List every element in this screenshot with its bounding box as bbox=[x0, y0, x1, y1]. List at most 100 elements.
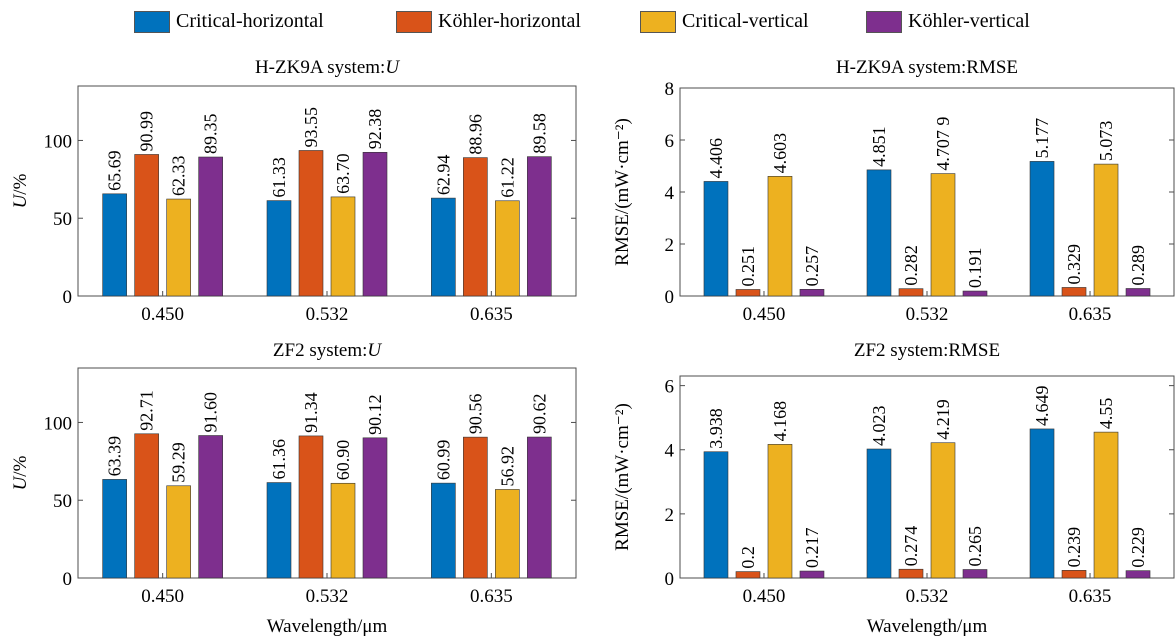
legend-swatch-kohler-vertical bbox=[866, 10, 902, 33]
bar-critical-vertical-0.450 bbox=[166, 198, 191, 297]
legend-label-critical-vertical: Critical-vertical bbox=[682, 10, 809, 32]
x-tick-label: 0.450 bbox=[141, 586, 184, 607]
bar-value-label: 0.229 bbox=[1128, 527, 1148, 568]
bar-k-hler-horizontal-0.450 bbox=[735, 571, 761, 579]
bar-critical-horizontal-0.635 bbox=[1029, 161, 1055, 297]
legend-swatch-kohler-horizontal bbox=[396, 10, 432, 33]
bar-k-hler-horizontal-0.450 bbox=[735, 289, 761, 297]
bar-k-hler-vertical-0.532 bbox=[962, 290, 988, 297]
bar-k-hler-vertical-0.635 bbox=[1125, 570, 1151, 579]
bar-value-label: 0.329 bbox=[1064, 244, 1084, 285]
bar-k-hler-vertical-0.450 bbox=[198, 156, 223, 297]
chart-title-text: ZF2 system:RMSE bbox=[854, 340, 1000, 361]
bar-value-label: 65.69 bbox=[105, 150, 125, 191]
chart-title: ZF2 system:U bbox=[273, 340, 382, 361]
bar-value-label: 3.938 bbox=[706, 408, 726, 449]
bar-value-label: 90.62 bbox=[529, 394, 549, 435]
chart-title-variable: U bbox=[385, 57, 400, 78]
x-tick-label: 0.635 bbox=[470, 586, 513, 607]
legend-label-kohler-horizontal: Köhler-horizontal bbox=[438, 10, 581, 32]
y-tick-label: 2 bbox=[665, 505, 675, 526]
bar-critical-vertical-0.635 bbox=[1093, 163, 1119, 297]
chart-title-text: H-ZK9A system: bbox=[255, 57, 385, 78]
bar-value-label: 90.99 bbox=[137, 111, 157, 152]
x-tick-label: 0.532 bbox=[306, 586, 349, 607]
y-axis-label: RMSE/(mW·cm⁻²) bbox=[612, 403, 633, 551]
bar-value-label: 4.219 bbox=[933, 399, 953, 440]
bar-k-hler-vertical-0.635 bbox=[527, 436, 552, 579]
bar-value-label: 4.168 bbox=[770, 401, 790, 442]
y-axis-label-variable: U bbox=[10, 475, 31, 490]
y-tick-label: 100 bbox=[44, 413, 73, 434]
bar-k-hler-horizontal-0.450 bbox=[134, 154, 159, 297]
bar-critical-vertical-0.635 bbox=[495, 200, 520, 297]
y-tick-label: 0 bbox=[63, 569, 73, 590]
y-axis-label: RMSE/(mW·cm⁻²) bbox=[612, 118, 633, 266]
bar-value-label: 0.265 bbox=[965, 526, 985, 567]
y-tick-label: 100 bbox=[44, 131, 73, 152]
bar-value-label: 89.35 bbox=[201, 114, 221, 155]
bar-value-label: 61.22 bbox=[497, 157, 517, 198]
chart-panel-4: ZF2 system:RMSE RMSE/(mW·cm⁻²) 0 2 4 6 0.450 3.… bbox=[612, 340, 1175, 637]
bar-value-label: 62.33 bbox=[169, 156, 189, 197]
y-tick-label: 8 bbox=[665, 79, 675, 100]
bar-critical-vertical-0.532 bbox=[930, 173, 956, 297]
y-tick-label: 4 bbox=[665, 183, 675, 204]
bar-critical-vertical-0.635 bbox=[1093, 431, 1119, 579]
legend-item-critical-horizontal: Critical-horizontal bbox=[134, 10, 324, 33]
y-tick-label: 0 bbox=[665, 287, 675, 308]
bar-critical-horizontal-0.450 bbox=[703, 181, 729, 297]
y-axis-label-text: RMSE/(mW·cm⁻²) bbox=[612, 403, 633, 551]
bar-critical-vertical-0.635 bbox=[495, 489, 520, 579]
bar-value-label: 92.71 bbox=[137, 390, 157, 431]
bar-critical-vertical-0.532 bbox=[330, 196, 356, 297]
bar-k-hler-vertical-0.532 bbox=[362, 437, 388, 579]
legend-label-kohler-vertical: Köhler-vertical bbox=[908, 10, 1030, 32]
bar-k-hler-horizontal-0.635 bbox=[1061, 570, 1087, 579]
bar-value-label: 5.073 bbox=[1096, 121, 1116, 162]
y-tick-label: 6 bbox=[665, 377, 675, 398]
y-tick-label: 6 bbox=[665, 131, 675, 152]
bar-k-hler-vertical-0.532 bbox=[962, 569, 988, 579]
bar-value-label: 61.36 bbox=[269, 439, 289, 480]
bar-critical-horizontal-0.450 bbox=[102, 193, 127, 297]
y-axis-label-text: /% bbox=[10, 455, 31, 476]
bar-value-label: 4.406 bbox=[706, 138, 726, 179]
bar-value-label: 0.217 bbox=[802, 528, 822, 569]
bar-value-label: 93.55 bbox=[301, 107, 321, 148]
bar-value-label: 60.99 bbox=[433, 440, 453, 481]
bar-k-hler-vertical-0.450 bbox=[799, 289, 825, 297]
bar-value-label: 5.177 bbox=[1032, 118, 1052, 159]
x-tick-label: 0.532 bbox=[306, 304, 349, 325]
bar-k-hler-vertical-0.450 bbox=[198, 435, 223, 579]
bar-value-label: 4.851 bbox=[869, 126, 889, 167]
bar-critical-vertical-0.450 bbox=[767, 176, 793, 297]
bar-value-label: 0.2 bbox=[738, 546, 758, 569]
bar-k-hler-horizontal-0.635 bbox=[463, 157, 488, 297]
bar-k-hler-vertical-0.450 bbox=[799, 570, 825, 579]
chart-panel-2: H-ZK9A system:RMSE RMSE/(mW·cm⁻²) 0 2 4 6 8 0.4… bbox=[612, 57, 1175, 325]
bar-value-label: 4.649 bbox=[1032, 385, 1052, 426]
legend-item-critical-vertical: Critical-vertical bbox=[640, 10, 809, 33]
bar-k-hler-horizontal-0.532 bbox=[298, 435, 324, 579]
x-tick-label: 0.635 bbox=[1069, 304, 1112, 325]
x-tick-label: 0.635 bbox=[470, 304, 513, 325]
bar-value-label: 4.55 bbox=[1096, 398, 1116, 430]
bar-value-label: 4.023 bbox=[869, 406, 889, 447]
legend: Critical-horizontal Köhler-horizontal Cr… bbox=[0, 6, 1176, 38]
bar-value-label: 0.274 bbox=[901, 526, 921, 567]
y-axis-label-variable: U bbox=[10, 193, 31, 208]
legend-item-kohler-horizontal: Köhler-horizontal bbox=[396, 10, 581, 33]
bar-k-hler-vertical-0.635 bbox=[527, 156, 552, 297]
y-tick-label: 0 bbox=[63, 287, 73, 308]
bar-value-label: 91.60 bbox=[201, 392, 221, 433]
y-axis-label-text: RMSE/(mW·cm⁻²) bbox=[612, 118, 633, 266]
chart-title: ZF2 system:RMSE bbox=[854, 340, 1000, 361]
legend-swatch-critical-vertical bbox=[640, 10, 676, 33]
legend-label-critical-horizontal: Critical-horizontal bbox=[176, 10, 324, 32]
y-tick-label: 0 bbox=[665, 569, 675, 590]
bar-critical-horizontal-0.532 bbox=[866, 169, 892, 297]
bar-value-label: 62.94 bbox=[433, 155, 453, 196]
bar-value-label: 0.251 bbox=[738, 246, 758, 287]
bar-k-hler-horizontal-0.532 bbox=[898, 568, 924, 579]
